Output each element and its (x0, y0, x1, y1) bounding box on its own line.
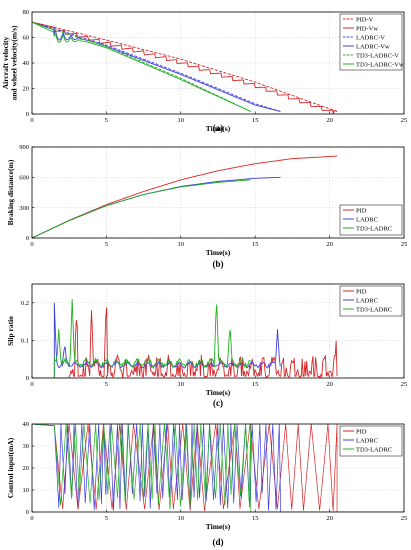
legend-label: LADRC (356, 437, 378, 444)
y-axis-label: Slip ratio (6, 316, 15, 346)
x-tick-label: 10 (178, 381, 185, 388)
series-line-ladrc-vw (32, 21, 281, 112)
y-axis-label: Braking distance(m) (6, 159, 15, 225)
y-tick-label: 900 (19, 144, 29, 151)
y-tick-label: 10 (23, 487, 30, 494)
series-line-td3-ladrc (32, 179, 251, 238)
series-line-td3-ladrc (32, 299, 251, 378)
legend-label: LADRC-Vw (356, 43, 390, 50)
legend-label: PID-V (356, 16, 374, 23)
y-tick-label: 60 (23, 35, 30, 42)
panel-caption: (c) (213, 398, 223, 408)
panel-caption: (b) (213, 259, 224, 269)
x-axis-label: Time(s) (206, 388, 231, 397)
x-tick-label: 5 (105, 241, 108, 248)
x-tick-label: 10 (178, 241, 185, 248)
series-line-pid (32, 307, 338, 378)
y-axis-label: Aircraft velocityand wheel velocity(m/s) (1, 25, 19, 100)
x-tick-label: 10 (178, 515, 185, 522)
x-tick-label: 25 (401, 117, 408, 124)
x-tick-label: 15 (252, 117, 259, 124)
x-axis-label: Time(s) (206, 124, 231, 133)
y-tick-label: 0 (26, 111, 29, 118)
x-tick-label: 20 (326, 381, 333, 388)
legend-box (339, 13, 403, 71)
x-tick-label: 20 (326, 117, 333, 124)
x-tick-label: 0 (30, 241, 33, 248)
y-tick-label: 0.1 (21, 338, 29, 345)
series-line-ladrc (32, 424, 404, 512)
x-tick-label: 0 (30, 515, 33, 522)
x-tick-label: 15 (252, 241, 259, 248)
y-tick-label: 20 (23, 465, 30, 472)
legend-label: TD3-LADRC (356, 225, 392, 232)
legend-label: TD3-LADRC (356, 446, 392, 453)
series-line-pid-v (32, 21, 338, 112)
x-axis-label: Time(s) (206, 248, 231, 257)
series-line-td3-ladrc (32, 424, 404, 512)
x-tick-label: 15 (252, 381, 259, 388)
panel-caption: (a) (213, 123, 224, 133)
y-tick-label: 0 (26, 235, 29, 242)
x-tick-label: 25 (401, 515, 408, 522)
y-axis-label: Control input(mA) (6, 437, 15, 498)
plot-frame (31, 146, 405, 239)
x-tick-label: 15 (252, 515, 259, 522)
legend-label: TD3-LADRC-Vw (356, 61, 404, 68)
legend-label: LADRC-V (356, 34, 385, 41)
y-tick-label: 40 (23, 421, 30, 428)
series-line-td3-ladrc-vw (32, 21, 251, 112)
chart-panel-2: 0 5 10 15 20 25 0 300 600 900 Time(s) Braking dista… (6, 144, 407, 269)
y-tick-label: 0 (26, 375, 29, 382)
x-tick-label: 5 (105, 381, 108, 388)
legend-label: LADRC (356, 216, 378, 223)
legend-label: TD3-LADRC-V (356, 52, 399, 59)
y-tick-label: 300 (19, 205, 29, 212)
legend-label: LADRC (356, 297, 378, 304)
x-axis-label: Time(s) (206, 522, 231, 531)
chart-panel-1: 0 5 10 15 20 25 0 20 40 60 80 Time(s) Aircraft veloc… (1, 9, 407, 133)
panel-caption: (d) (213, 537, 224, 547)
y-tick-label: 600 (19, 175, 29, 182)
legend-label: TD3-LADRC (356, 306, 392, 313)
legend: PID-V PID-Vw LADRC-V LADRC-Vw TD3-LADRC-V TD3… (339, 13, 404, 71)
legend-label: PID (356, 207, 367, 214)
legend: PID LADRC TD3-LADRC (339, 204, 403, 236)
legend: PID LADRC TD3-LADRC (339, 285, 403, 317)
x-tick-label: 10 (178, 117, 185, 124)
series-line-pid-vw (32, 21, 338, 114)
y-tick-label: 30 (23, 443, 30, 450)
y-tick-label: 40 (23, 60, 30, 67)
x-tick-label: 25 (401, 241, 408, 248)
y-tick-label: 0 (26, 509, 29, 516)
x-tick-label: 20 (326, 515, 333, 522)
x-tick-label: 5 (105, 515, 108, 522)
plot-frame (31, 283, 405, 379)
y-tick-label: 0.2 (21, 300, 29, 307)
x-tick-label: 0 (30, 381, 33, 388)
chart-panel-3: 0 5 10 15 20 25 0 0.1 0.2 Time(s) Slip ratio PID LAD… (6, 283, 408, 408)
legend-label: PID (356, 428, 367, 435)
x-tick-label: 20 (326, 241, 333, 248)
y-tick-label: 20 (23, 86, 30, 93)
x-tick-label: 25 (401, 381, 408, 388)
y-tick-label: 80 (23, 9, 30, 16)
series-line-td3-ladrc-v (32, 21, 251, 112)
legend: PID LADRC TD3-LADRC (339, 425, 403, 457)
legend-label: PID-Vw (356, 25, 378, 32)
legend-label: PID (356, 288, 367, 295)
series-line-pid (32, 155, 338, 238)
x-tick-label: 5 (105, 117, 108, 124)
chart-panel-4: 0 5 10 15 20 25 0 10 20 30 40 Time(s) Control input(… (6, 421, 407, 547)
series-line-ladrc-v (32, 21, 281, 112)
x-tick-label: 0 (30, 117, 33, 124)
